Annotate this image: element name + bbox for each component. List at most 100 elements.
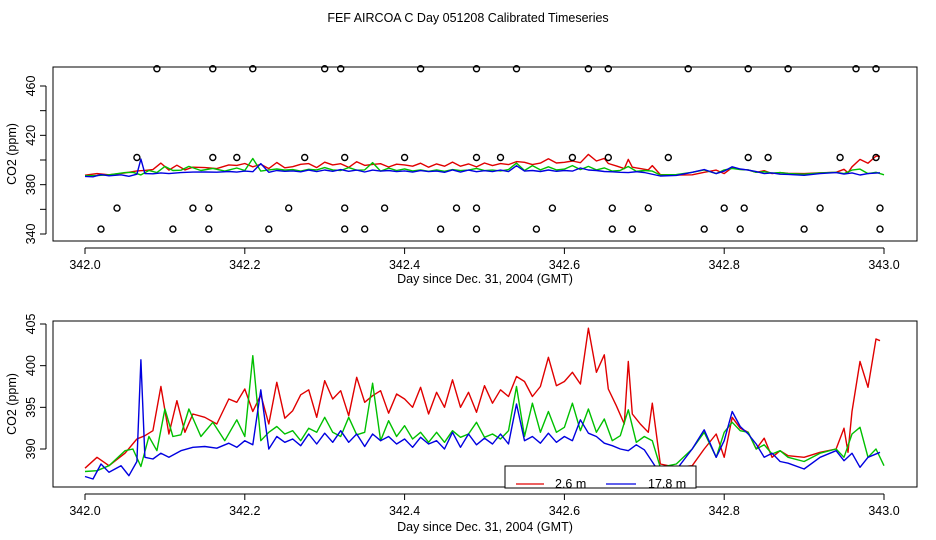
legend-box xyxy=(504,465,697,489)
calibration-marker xyxy=(816,204,824,212)
top-x-tick-label: 342.8 xyxy=(709,258,740,272)
calibration-marker xyxy=(800,225,808,233)
calibration-marker xyxy=(205,225,213,233)
top-y-ticks: 340 380 420 460 xyxy=(24,76,47,244)
calibration-marker xyxy=(205,204,213,212)
calibration-marker xyxy=(764,153,772,162)
calibration-marker xyxy=(265,225,273,233)
calibration-marker xyxy=(684,64,692,73)
calibration-marker xyxy=(876,225,884,233)
bottom-y-tick-label: 405 xyxy=(24,314,38,335)
calibration-marker xyxy=(452,204,461,212)
figure-title: FEF AIRCOA C Day 051208 Calibrated Times… xyxy=(327,11,608,25)
calibration-marker xyxy=(876,204,884,212)
calibration-marker xyxy=(628,225,636,233)
bottom-y-tick-label: 395 xyxy=(24,397,38,418)
top-x-tick-label: 342.2 xyxy=(229,258,260,272)
calibration-marker xyxy=(301,153,309,162)
calibration-marker xyxy=(400,153,409,162)
bottom-x-tick-label: 342.8 xyxy=(709,504,740,518)
calibration-marker xyxy=(852,64,860,73)
top-series xyxy=(84,153,885,178)
calibration-marker xyxy=(233,153,241,162)
bottom-legend: 2.6 m 17.8 m xyxy=(504,465,697,491)
bottom-panel: 342.0 342.2 342.4 342.6 342.8 343.0 390 395 400… xyxy=(5,314,918,534)
calibration-marker xyxy=(784,64,792,73)
calibration-marker xyxy=(133,153,141,162)
calibration-marker xyxy=(341,225,349,233)
calibration-marker xyxy=(472,225,481,233)
calibration-marker xyxy=(341,204,349,212)
calibration-marker xyxy=(472,64,481,73)
calibration-marker xyxy=(153,64,161,73)
series-line-blue xyxy=(84,359,881,480)
top-x-axis-label: Day since Dec. 31, 2004 (GMT) xyxy=(397,272,573,286)
top-x-tick-label: 342.0 xyxy=(69,258,100,272)
calibration-marker xyxy=(608,225,616,233)
bottom-x-tick-label: 342.2 xyxy=(229,504,260,518)
calibration-marker xyxy=(744,64,752,73)
bottom-x-tick-label: 343.0 xyxy=(868,504,899,518)
bottom-y-tick-label: 390 xyxy=(24,439,38,460)
calibration-marker xyxy=(720,204,728,212)
calibration-marker xyxy=(700,225,708,233)
calibration-marker xyxy=(189,204,197,212)
calibration-marker xyxy=(740,204,748,212)
calibration-marker xyxy=(512,64,521,73)
calibration-marker xyxy=(472,204,481,212)
calibration-marker xyxy=(584,64,593,73)
top-y-tick-label: 380 xyxy=(24,174,38,195)
calibration-marker xyxy=(436,225,445,233)
top-markers xyxy=(97,64,884,233)
calibration-marker xyxy=(249,64,257,73)
bottom-x-tick-label: 342.0 xyxy=(69,504,100,518)
calibration-marker xyxy=(664,153,672,162)
bottom-x-tick-label: 342.4 xyxy=(389,504,420,518)
bottom-plot-frame xyxy=(52,320,918,488)
calibration-marker xyxy=(97,225,105,233)
legend-label-2-6m: 2.6 m xyxy=(555,477,586,491)
calibration-marker xyxy=(209,153,217,162)
bottom-x-axis-label: Day since Dec. 31, 2004 (GMT) xyxy=(397,520,573,534)
calibration-marker xyxy=(321,64,329,73)
calibration-marker xyxy=(532,225,541,233)
bottom-x-tick-label: 342.6 xyxy=(549,504,580,518)
calibration-marker xyxy=(872,64,880,73)
bottom-y-tick-label: 400 xyxy=(24,355,38,376)
calibration-marker xyxy=(113,204,121,212)
calibration-marker xyxy=(872,153,880,162)
calibration-marker xyxy=(341,153,349,162)
bottom-series xyxy=(84,327,885,480)
top-x-tick-label: 342.4 xyxy=(389,258,420,272)
top-y-tick-label: 460 xyxy=(24,76,38,97)
calibration-marker xyxy=(736,225,744,233)
calibration-marker xyxy=(209,64,217,73)
calibration-marker xyxy=(496,153,505,162)
bottom-y-ticks: 390 395 400 405 xyxy=(24,314,47,460)
calibration-marker xyxy=(836,153,844,162)
calibration-marker xyxy=(169,225,177,233)
top-y-tick-label: 420 xyxy=(24,125,38,146)
top-panel: 342.0 342.2 342.4 342.6 342.8 343.0 340 380 420… xyxy=(5,64,918,286)
top-x-tick-label: 342.6 xyxy=(549,258,580,272)
calibration-marker xyxy=(744,153,752,162)
top-x-tick-label: 343.0 xyxy=(868,258,899,272)
calibration-marker xyxy=(472,153,481,162)
legend-label-17-8m: 17.8 m xyxy=(648,477,686,491)
calibration-marker xyxy=(380,204,389,212)
calibration-marker xyxy=(337,64,345,73)
calibration-marker xyxy=(604,64,612,73)
bottom-x-ticks: 342.0 342.2 342.4 342.6 342.8 343.0 xyxy=(69,493,900,518)
top-plot-frame xyxy=(52,66,918,242)
top-x-ticks: 342.0 342.2 342.4 342.6 342.8 343.0 xyxy=(69,247,900,272)
calibration-marker xyxy=(568,153,577,162)
calibration-marker xyxy=(604,153,612,162)
series-line-green xyxy=(84,355,885,473)
top-y-axis-label: CO2 (ppm) xyxy=(5,123,19,185)
calibration-marker xyxy=(548,204,557,212)
top-series-line-blue xyxy=(84,158,881,178)
calibration-marker xyxy=(608,204,616,212)
calibration-marker xyxy=(285,204,293,212)
calibration-marker xyxy=(361,225,369,233)
